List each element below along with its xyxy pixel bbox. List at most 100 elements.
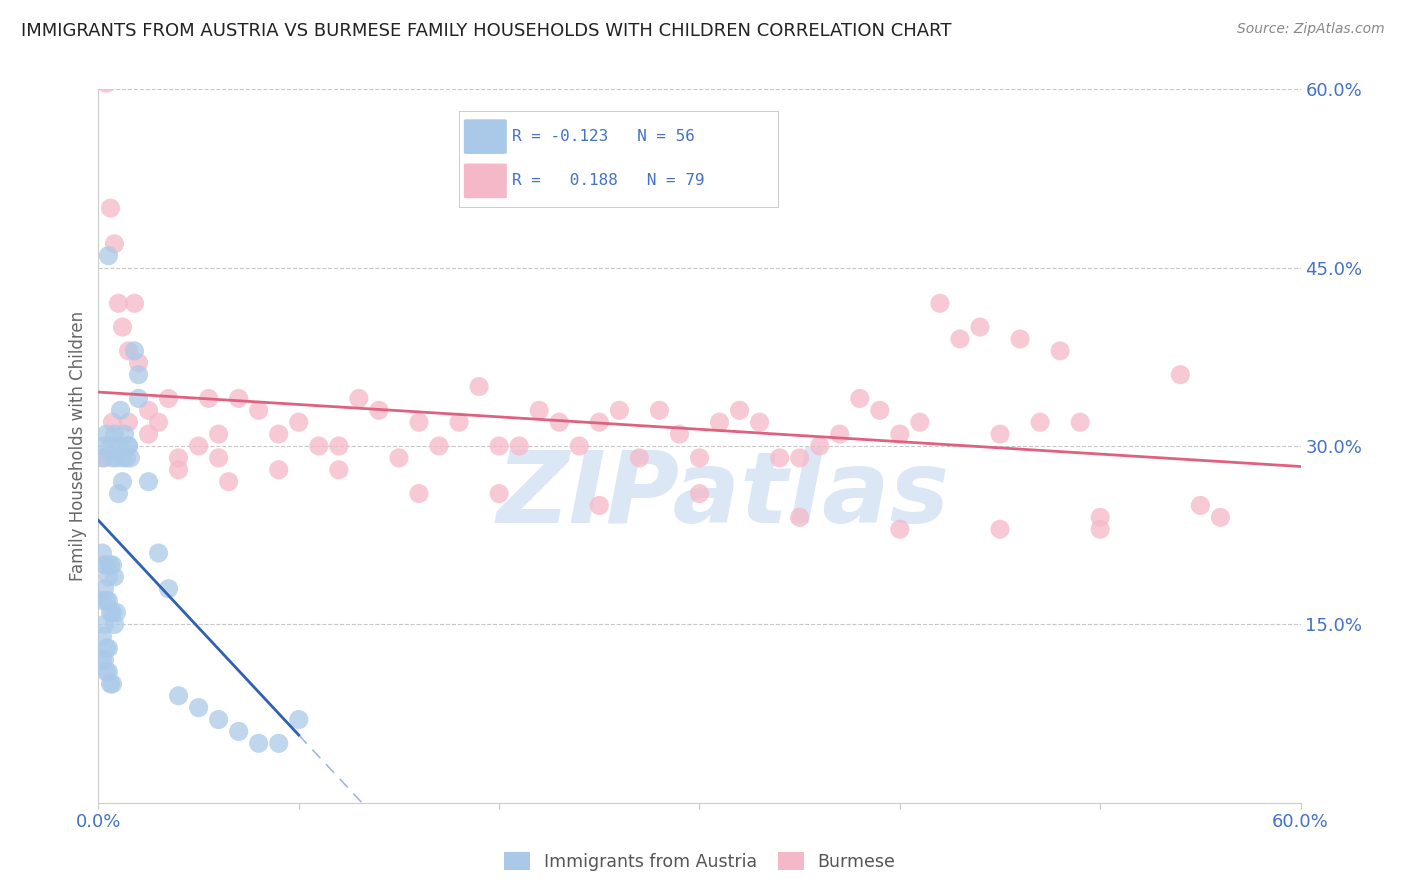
Point [288, 713, 311, 727]
Point [115, 450, 138, 465]
Point [107, 439, 129, 453]
Point [97, 249, 120, 263]
Point [103, 427, 125, 442]
Point [228, 724, 250, 739]
Point [117, 415, 139, 429]
Point [167, 689, 190, 703]
Point [111, 450, 134, 465]
Point [96, 665, 118, 679]
Point [100, 201, 122, 215]
Point [347, 392, 370, 406]
Point [1029, 415, 1052, 429]
Point [101, 677, 124, 691]
Point [328, 439, 350, 453]
Point [609, 403, 631, 417]
Point [96, 593, 118, 607]
Point [91, 546, 114, 560]
Point [167, 463, 190, 477]
Point [97, 570, 120, 584]
Point [288, 415, 311, 429]
Point [91, 593, 114, 607]
Point [769, 450, 792, 465]
Point [228, 392, 250, 406]
Point [247, 736, 270, 750]
Point [97, 593, 120, 607]
Point [548, 415, 571, 429]
Point [488, 439, 510, 453]
Point [91, 629, 114, 643]
Text: ZIPatlas: ZIPatlas [496, 448, 950, 544]
Point [91, 653, 114, 667]
Point [1170, 368, 1192, 382]
Point [247, 403, 270, 417]
Point [93, 582, 115, 596]
Point [588, 499, 610, 513]
Point [1049, 343, 1071, 358]
Point [128, 392, 150, 406]
Point [114, 427, 136, 442]
Point [187, 439, 209, 453]
Point [93, 653, 115, 667]
Point [988, 522, 1011, 536]
Point [208, 450, 231, 465]
Point [105, 606, 128, 620]
Point [1088, 510, 1111, 524]
Point [388, 450, 411, 465]
Point [167, 450, 190, 465]
Point [138, 475, 160, 489]
Point [117, 439, 139, 453]
Point [107, 486, 129, 500]
Point [197, 392, 219, 406]
Point [101, 558, 124, 572]
Point [103, 617, 125, 632]
Text: Source: ZipAtlas.com: Source: ZipAtlas.com [1237, 22, 1385, 37]
Point [93, 558, 115, 572]
Point [93, 450, 115, 465]
Point [1189, 499, 1212, 513]
Point [93, 617, 115, 632]
Point [689, 486, 711, 500]
Point [148, 415, 170, 429]
Point [1069, 415, 1091, 429]
Point [588, 415, 610, 429]
Point [101, 415, 124, 429]
Point [529, 403, 551, 417]
Point [138, 427, 160, 442]
Point [101, 606, 124, 620]
Point [128, 356, 150, 370]
Point [889, 522, 911, 536]
Point [103, 236, 125, 251]
Point [101, 450, 124, 465]
Point [728, 403, 751, 417]
Point [100, 606, 122, 620]
Point [408, 415, 430, 429]
Point [869, 403, 891, 417]
Point [110, 403, 132, 417]
Point [96, 641, 118, 656]
Point [929, 296, 952, 310]
Point [124, 296, 146, 310]
Y-axis label: Family Households with Children: Family Households with Children [69, 311, 87, 581]
Point [267, 427, 290, 442]
Point [849, 392, 872, 406]
Point [267, 463, 290, 477]
Point [100, 677, 122, 691]
Text: IMMIGRANTS FROM AUSTRIA VS BURMESE FAMILY HOUSEHOLDS WITH CHILDREN CORRELATION C: IMMIGRANTS FROM AUSTRIA VS BURMESE FAMIL… [21, 22, 952, 40]
Legend: Immigrants from Austria, Burmese: Immigrants from Austria, Burmese [499, 847, 900, 876]
Point [107, 296, 129, 310]
Point [148, 546, 170, 560]
Point [648, 403, 671, 417]
Point [111, 320, 134, 334]
Point [427, 439, 450, 453]
Point [97, 665, 120, 679]
Point [808, 439, 831, 453]
Point [100, 558, 122, 572]
Point [328, 463, 350, 477]
Point [93, 439, 115, 453]
Point [689, 450, 711, 465]
Point [91, 450, 114, 465]
Point [508, 439, 530, 453]
Point [468, 379, 491, 393]
Point [988, 427, 1011, 442]
Point [789, 510, 811, 524]
